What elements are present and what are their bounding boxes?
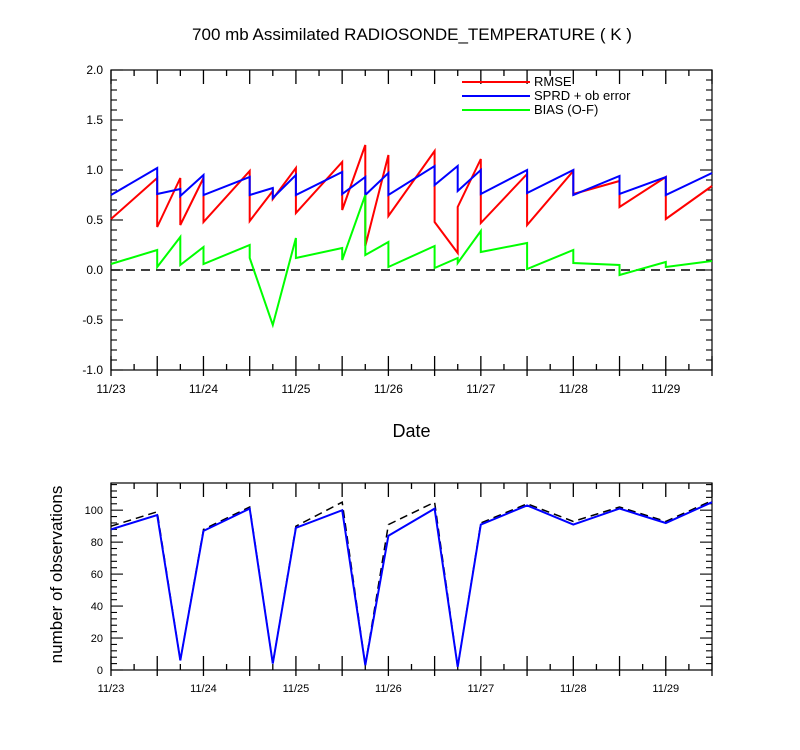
bottom-x-tick-label: 11/24 — [190, 683, 217, 695]
top-x-tick-label: 11/27 — [466, 382, 495, 396]
top-y-tick-label: -0.5 — [82, 313, 103, 327]
top-series-line-1 — [110, 163, 713, 201]
bottom-series-line-0 — [110, 499, 713, 667]
top-y-tick-label: 0.5 — [86, 213, 103, 227]
top-plot-frame — [110, 69, 713, 371]
bottom-x-tick-label: 11/23 — [98, 683, 125, 695]
top-y-tick-label: 2.0 — [86, 63, 103, 77]
top-x-tick-label: 11/23 — [96, 382, 125, 396]
rmse-sprd-bias-chart: -1.0 -0.5 0.0 0.5 1.0 1.5 2.0 11/23 11/24 11/25 11… — [82, 63, 713, 441]
bottom-x-tick-label: 11/28 — [560, 683, 587, 695]
legend-label-2: BIAS (O-F) — [534, 102, 598, 117]
observation-count-chart: 0 20 40 60 80 100 11/23 11/24 11/25 11/26 11/27 11/… — [47, 482, 713, 695]
top-x-tick-label: 11/25 — [281, 382, 310, 396]
top-series-line-2 — [110, 194, 713, 329]
bottom-y-tick-label: 40 — [91, 601, 103, 613]
bottom-x-tick-label: 11/25 — [283, 683, 310, 695]
top-y-tick-label: -1.0 — [82, 363, 103, 377]
bottom-y-tick-label: 0 — [97, 665, 103, 677]
bottom-y-axis-title: number of observations — [47, 486, 66, 664]
bottom-series-line-1 — [110, 501, 713, 667]
bottom-x-tick-label: 11/29 — [652, 683, 679, 695]
legend-label-0: RMSE — [534, 74, 572, 89]
top-x-tick-label: 11/24 — [189, 382, 218, 396]
bottom-y-tick-label: 60 — [91, 569, 103, 581]
chart-title: 700 mb Assimilated RADIOSONDE_TEMPERATUR… — [192, 25, 632, 44]
top-series-line-0 — [110, 144, 713, 257]
top-y-tick-label: 1.0 — [86, 163, 103, 177]
top-x-axis-title: Date — [392, 421, 430, 441]
bottom-x-tick-label: 11/27 — [467, 683, 494, 695]
top-x-tick-label: 11/26 — [374, 382, 403, 396]
bottom-x-tick-label: 11/26 — [375, 683, 402, 695]
legend-label-1: SPRD + ob error — [534, 88, 631, 103]
top-y-tick-label: 0.0 — [86, 263, 103, 277]
top-y-tick-label: 1.5 — [86, 113, 103, 127]
bottom-y-tick-label: 80 — [91, 537, 103, 549]
top-x-tick-label: 11/28 — [559, 382, 588, 396]
bottom-y-tick-label: 100 — [85, 505, 103, 517]
top-x-tick-label: 11/29 — [651, 382, 680, 396]
bottom-plot-frame — [110, 482, 713, 671]
bottom-y-tick-label: 20 — [91, 633, 103, 645]
